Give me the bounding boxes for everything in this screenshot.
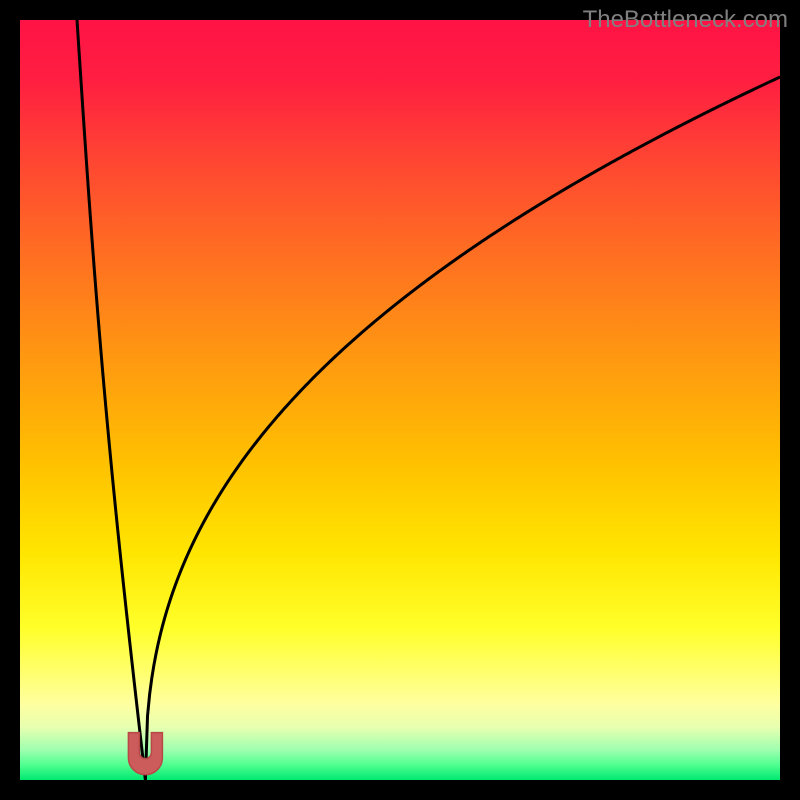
bottleneck-chart — [0, 0, 800, 800]
chart-container: TheBottleneck.com — [0, 0, 800, 800]
